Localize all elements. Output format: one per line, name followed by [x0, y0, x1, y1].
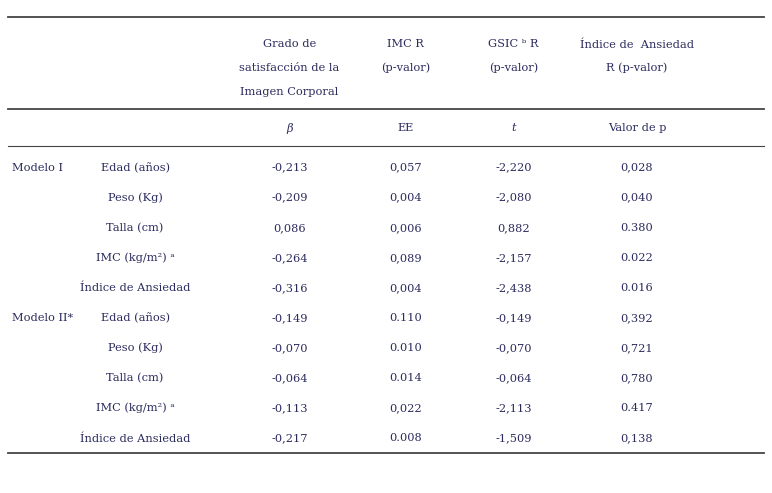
Text: -0,149: -0,149 — [271, 313, 308, 323]
Text: GSIC ᵇ R: GSIC ᵇ R — [488, 39, 539, 49]
Text: 0.417: 0.417 — [621, 403, 653, 413]
Text: -0,070: -0,070 — [495, 343, 532, 353]
Text: 0,006: 0,006 — [389, 223, 422, 233]
Text: Edad (años): Edad (años) — [100, 162, 170, 173]
Text: Talla (cm): Talla (cm) — [107, 223, 164, 233]
Text: 0.022: 0.022 — [621, 253, 653, 263]
Text: -0,113: -0,113 — [271, 403, 308, 413]
Text: EE: EE — [397, 123, 414, 133]
Text: -2,080: -2,080 — [495, 193, 532, 203]
Text: 0,022: 0,022 — [389, 403, 422, 413]
Text: IMC R: IMC R — [387, 39, 424, 49]
Text: satisfacción de la: satisfacción de la — [239, 63, 340, 73]
Text: 0,057: 0,057 — [389, 163, 422, 173]
Text: 0,004: 0,004 — [389, 193, 422, 203]
Text: 0,138: 0,138 — [621, 433, 653, 443]
Text: 0,004: 0,004 — [389, 283, 422, 293]
Text: Edad (años): Edad (años) — [100, 313, 170, 323]
Text: IMC (kg/m²) ᵃ: IMC (kg/m²) ᵃ — [96, 403, 174, 414]
Text: -0,064: -0,064 — [495, 373, 532, 383]
Text: 0,086: 0,086 — [273, 223, 306, 233]
Text: 0,392: 0,392 — [621, 313, 653, 323]
Text: 0.010: 0.010 — [389, 343, 422, 353]
Text: -2,157: -2,157 — [495, 253, 532, 263]
Text: Índice de  Ansiedad: Índice de Ansiedad — [580, 39, 694, 50]
Text: -0,149: -0,149 — [495, 313, 532, 323]
Text: -2,438: -2,438 — [495, 283, 532, 293]
Text: IMC (kg/m²) ᵃ: IMC (kg/m²) ᵃ — [96, 252, 174, 263]
Text: 0.110: 0.110 — [389, 313, 422, 323]
Text: 0.008: 0.008 — [389, 433, 422, 443]
Text: 0,882: 0,882 — [497, 223, 530, 233]
Text: (p-valor): (p-valor) — [489, 63, 538, 73]
Text: R (p-valor): R (p-valor) — [606, 63, 668, 73]
Text: -0,070: -0,070 — [271, 343, 308, 353]
Text: -0,264: -0,264 — [271, 253, 308, 263]
Text: -0,209: -0,209 — [271, 193, 308, 203]
Text: Modelo II*: Modelo II* — [12, 313, 73, 323]
Text: t: t — [511, 123, 516, 133]
Text: Valor de p: Valor de p — [608, 123, 666, 133]
Text: Modelo I: Modelo I — [12, 163, 63, 173]
Text: 0,028: 0,028 — [621, 163, 653, 173]
Text: -0,217: -0,217 — [271, 433, 308, 443]
Text: Talla (cm): Talla (cm) — [107, 373, 164, 383]
Text: 0.014: 0.014 — [389, 373, 422, 383]
Text: Grado de: Grado de — [263, 39, 316, 49]
Text: -1,509: -1,509 — [495, 433, 532, 443]
Text: Peso (Kg): Peso (Kg) — [107, 343, 163, 353]
Text: Peso (Kg): Peso (Kg) — [107, 192, 163, 203]
Text: 0,721: 0,721 — [621, 343, 653, 353]
Text: Imagen Corporal: Imagen Corporal — [240, 87, 339, 97]
Text: -2,220: -2,220 — [495, 163, 532, 173]
Text: β: β — [286, 123, 293, 134]
Text: 0.016: 0.016 — [621, 283, 653, 293]
Text: Índice de Ansiedad: Índice de Ansiedad — [80, 433, 190, 444]
Text: -0,064: -0,064 — [271, 373, 308, 383]
Text: 0,780: 0,780 — [621, 373, 653, 383]
Text: 0,089: 0,089 — [389, 253, 422, 263]
Text: (p-valor): (p-valor) — [381, 63, 430, 73]
Text: Índice de Ansiedad: Índice de Ansiedad — [80, 282, 190, 293]
Text: -0,316: -0,316 — [271, 283, 308, 293]
Text: 0.380: 0.380 — [621, 223, 653, 233]
Text: -0,213: -0,213 — [271, 163, 308, 173]
Text: 0,040: 0,040 — [621, 193, 653, 203]
Text: -2,113: -2,113 — [495, 403, 532, 413]
